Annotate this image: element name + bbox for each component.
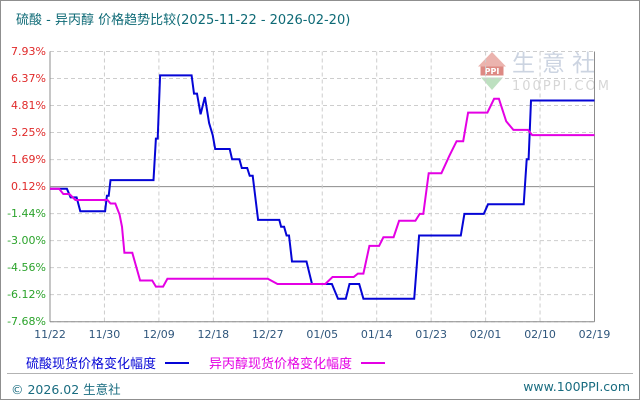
- legend-label-isopropanol: 异丙醇现货价格变化幅度: [209, 357, 353, 372]
- series-line: [50, 97, 595, 288]
- series-line: [50, 74, 595, 300]
- sunsirs-house-logo-icon: PPI: [478, 52, 506, 90]
- x-tick-label: 01/14: [360, 328, 393, 341]
- legend: 硫酸现货价格变化幅度 异丙醇现货价格变化幅度: [26, 353, 386, 372]
- y-tick-label: -4.56%: [7, 260, 46, 274]
- chart-title: 硫酸 - 异丙醇 价格趋势比较(2025-11-22 - 2026-02-20): [16, 13, 351, 28]
- x-tick-label: 02/10: [524, 328, 556, 341]
- footer-divider: [7, 373, 633, 374]
- y-tick-label: -6.12%: [7, 287, 46, 301]
- logo-band-shape: [480, 66, 504, 76]
- y-tick-label: -7.68%: [7, 314, 46, 328]
- watermark-text: 生意社 100PPI.COM: [512, 51, 611, 94]
- y-tick-label: 1.69%: [11, 152, 46, 166]
- y-tick-label: -3.00%: [7, 233, 46, 247]
- x-tick-label: 12/09: [143, 328, 175, 341]
- x-tick-label: 12/18: [197, 328, 230, 341]
- x-tick-label: 02/01: [469, 328, 502, 341]
- y-tick-label: 6.37%: [11, 71, 46, 85]
- y-tick-label: 3.25%: [11, 125, 46, 139]
- footer: © 2026.02 生意社 www.100PPI.com: [11, 379, 630, 398]
- x-tick-label: 11/22: [34, 328, 66, 341]
- y-tick-label: 4.81%: [11, 98, 46, 112]
- x-tick-label: 11/30: [88, 328, 121, 341]
- x-tick-label: 12/27: [251, 328, 284, 341]
- y-tick-label: 0.12%: [11, 179, 46, 193]
- footer-site-link[interactable]: www.100PPI.com: [523, 379, 630, 394]
- watermark-brand: 生意社: [512, 51, 602, 77]
- logo-ppi-text: PPI: [485, 67, 500, 76]
- copyright-text: © 2026.02 生意社: [11, 382, 121, 397]
- x-tick-label: 01/05: [306, 328, 339, 341]
- y-tick-label: 7.93%: [11, 44, 46, 58]
- legend-label-sulfuric-acid: 硫酸现货价格变化幅度: [26, 357, 157, 372]
- legend-line-isopropanol-swatch: [361, 361, 386, 364]
- x-tick-label: 01/23: [415, 328, 447, 341]
- logo-diamond-shape: [481, 77, 503, 90]
- x-tick-label: 02/19: [578, 328, 611, 341]
- legend-line-sulfuric-acid-swatch: [165, 361, 190, 364]
- y-tick-label: -1.44%: [7, 206, 46, 220]
- logo-roof-shape: [478, 52, 506, 67]
- watermark-site: 100PPI.COM: [512, 79, 611, 94]
- watermark: PPI 生意社 100PPI.COM: [477, 51, 611, 94]
